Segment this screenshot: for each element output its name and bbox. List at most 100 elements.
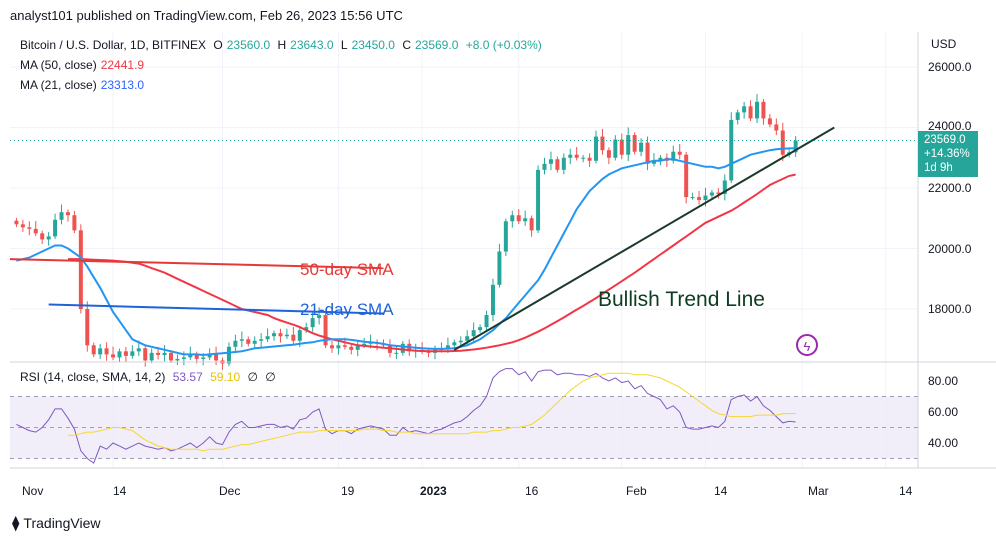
candle-body [490, 284, 495, 316]
lightning-icon[interactable]: ϟ [796, 334, 818, 356]
candle-body [317, 315, 322, 319]
bullish-trend-line [453, 126, 835, 351]
rsi-line [16, 368, 796, 464]
rsi-sma-value: 59.10 [210, 370, 241, 384]
candle-body [561, 157, 566, 170]
candle-body [677, 151, 682, 155]
candle-body [600, 136, 605, 151]
candle-body [722, 180, 727, 195]
symbol-label: Bitcoin / U.S. Dollar, 1D, BITFINEX [20, 38, 207, 52]
ma21-legend: MA (21, close) 23313.0 [20, 78, 145, 92]
candle-body [46, 236, 51, 240]
candle-body [587, 157, 592, 161]
candle-body [716, 192, 721, 195]
last-change-pct: +14.36% [924, 148, 970, 160]
candle-body [581, 157, 586, 159]
candle-body [594, 136, 599, 161]
rsi-tick: 40.00 [928, 436, 959, 450]
candle-body [645, 142, 650, 164]
candle-body [548, 159, 553, 164]
candle-body [72, 215, 77, 231]
candle-body [536, 169, 541, 231]
candle-body [697, 197, 702, 201]
price-tick: 18000.0 [928, 302, 972, 316]
candle-body [65, 212, 70, 216]
time-tick: Mar [808, 484, 829, 498]
candle-body [111, 354, 116, 358]
time-tick: 14 [113, 484, 127, 498]
candle-body [162, 352, 167, 355]
candle-body [117, 351, 122, 358]
bar-countdown: 1d 9h [924, 162, 953, 174]
time-tick: 14 [899, 484, 913, 498]
tradingview-logo-icon: ⧫ [12, 515, 20, 532]
candle-body [104, 348, 109, 355]
change-value: +8.0 (+0.03%) [465, 38, 542, 52]
candle-body [458, 340, 463, 343]
candle-body [626, 135, 631, 155]
trend-annotation: Bullish Trend Line [598, 288, 765, 311]
candle-body [606, 150, 611, 158]
candle-body [175, 358, 180, 361]
time-tick: Dec [219, 484, 241, 498]
candle-body [233, 340, 238, 347]
high-value: 23643.0 [290, 38, 334, 52]
candle-body [336, 345, 341, 349]
candle-body [284, 334, 289, 337]
close-value: 23569.0 [414, 38, 459, 52]
candle-body [703, 195, 708, 201]
candle-body [252, 340, 257, 344]
candle-body [201, 357, 206, 359]
candle-body [304, 327, 309, 331]
last-price-tag: 23569.0 +14.36% 1d 9h [918, 131, 978, 177]
candle-body [349, 346, 354, 350]
candle-body [149, 352, 154, 361]
candle-body [214, 354, 219, 361]
footer-brand: ⧫ TradingView [12, 514, 100, 532]
candle-body [98, 348, 103, 355]
candle-body [671, 151, 676, 161]
candle-body [516, 215, 521, 222]
time-tick: 14 [714, 484, 728, 498]
candle-body [542, 163, 547, 170]
candle-body [123, 351, 128, 356]
candle-body [568, 154, 573, 158]
candle-body [574, 154, 579, 158]
candle-body [742, 106, 747, 113]
candle-body [355, 345, 360, 350]
candle-body [272, 333, 277, 337]
time-tick: Feb [626, 484, 647, 498]
candle-body [748, 106, 753, 119]
candle-body [632, 135, 637, 152]
sma21-annotation-line [48, 303, 384, 315]
candle-body [53, 219, 58, 237]
candle-body [265, 336, 270, 340]
candle-body [310, 318, 315, 328]
candle-body [143, 348, 148, 361]
candle-body [323, 315, 328, 346]
price-tick: 26000.0 [928, 60, 972, 74]
candle-body [445, 345, 450, 349]
price-tick: 20000.0 [928, 242, 972, 256]
candle-body [767, 118, 772, 125]
candle-body [555, 159, 560, 170]
candle-body [78, 230, 83, 309]
open-value: 23560.0 [226, 38, 271, 52]
candle-body [658, 157, 663, 161]
candle-body [400, 343, 405, 353]
candle-body [503, 221, 508, 252]
sma21-annotation: 21-day SMA [300, 300, 394, 319]
ma50-legend: MA (50, close) 22441.9 [20, 58, 145, 72]
rsi-tick: 60.00 [928, 405, 959, 419]
candle-body [291, 334, 296, 341]
candle-body [33, 228, 38, 234]
candle-body [181, 357, 186, 359]
rsi-band [10, 396, 918, 459]
candle-body [684, 154, 689, 198]
candle-body [755, 101, 760, 119]
candle-body [59, 212, 64, 220]
publisher-line: analyst101 published on TradingView.com,… [10, 8, 403, 23]
ohlc-legend: Bitcoin / U.S. Dollar, 1D, BITFINEX O 235… [20, 38, 542, 52]
ma50-line [68, 173, 796, 353]
